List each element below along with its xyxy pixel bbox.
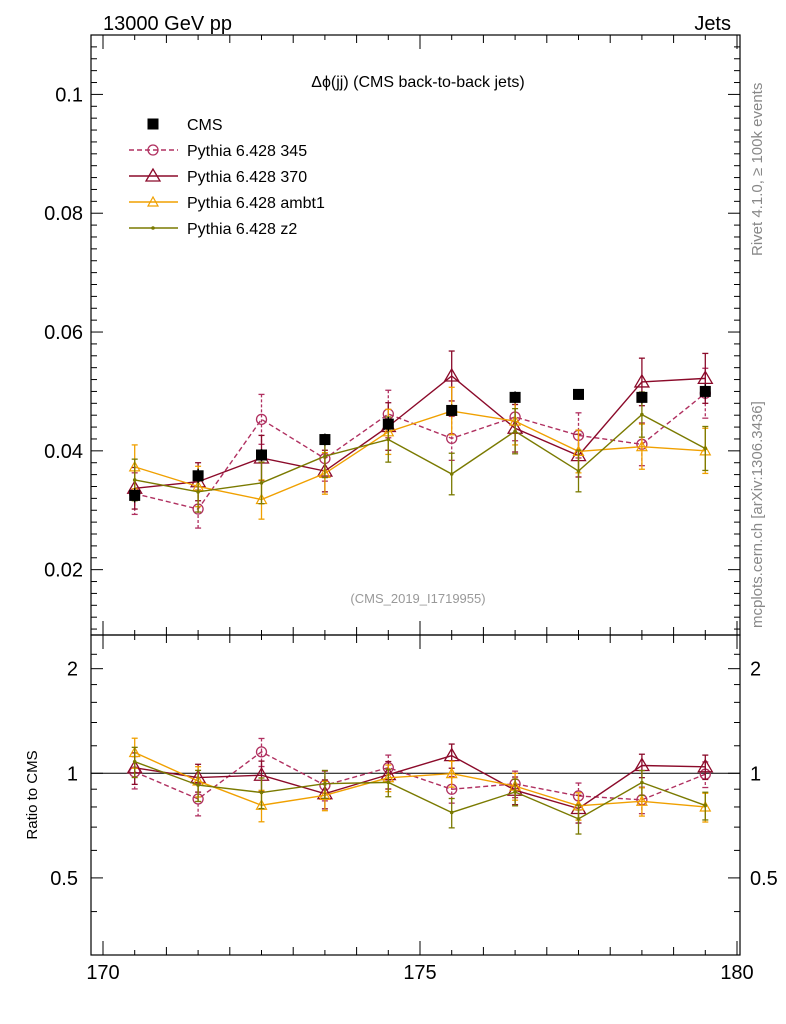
main-panel: 0.02 0.04 0.06 0.08 0.1 Δϕ(jj) (CMS back-to-… (44, 34, 741, 636)
cms-data-point (319, 434, 331, 446)
header-left: 13000 GeV pp (103, 13, 232, 35)
data-point (513, 429, 517, 434)
legend-marker (147, 118, 159, 130)
cms-data-point (636, 391, 648, 403)
y-tick-label: 0.02 (44, 560, 83, 582)
data-point (255, 413, 268, 426)
y-tick-label: 0.06 (44, 322, 83, 344)
data-point (449, 810, 454, 815)
y-tick-label: 0.1 (55, 84, 83, 106)
data-point (323, 781, 327, 786)
data-point (697, 370, 714, 385)
ratio-tick-label-left: 0.5 (50, 868, 78, 890)
legend: CMS Pythia 6.428 345 Pythia 6.428 370 Pythi… (129, 117, 325, 238)
legend-marker (151, 226, 155, 230)
data-point (196, 490, 200, 494)
data-point (259, 481, 264, 485)
series-line (134, 410, 706, 501)
ratio-tick-label-right: 0.5 (750, 868, 778, 890)
data-point (576, 469, 581, 473)
data-point (255, 746, 268, 758)
data-point (635, 795, 648, 806)
data-point (386, 437, 391, 442)
cms-data-point (573, 388, 584, 400)
cms-data-point (256, 449, 267, 461)
main-x-ticks (102, 35, 738, 635)
data-point (633, 373, 651, 388)
legend-label: Pythia 6.428 z2 (187, 221, 297, 238)
cms-data-point (509, 391, 521, 403)
ratio-frame (90, 634, 741, 956)
data-point (323, 454, 327, 458)
cms-data-point (129, 489, 141, 501)
x-tick-label: 175 (403, 962, 436, 984)
series-line (134, 751, 706, 808)
chart-title: Δϕ(jj) (CMS back-to-back jets) (311, 74, 524, 91)
cms-data-point (446, 404, 458, 416)
series-line (134, 754, 706, 810)
x-tick-label: 170 (86, 962, 119, 984)
legend-label: Pythia 6.428 345 (187, 143, 307, 160)
cms-data-point (192, 470, 204, 482)
data-point (386, 780, 391, 785)
data-point (635, 440, 648, 452)
analysis-label: (CMS_2019_I1719955) (350, 591, 485, 606)
data-point (449, 472, 454, 476)
legend-label: Pythia 6.428 370 (187, 169, 307, 186)
mcplots-label: mcplots.cern.ch [arXiv:1306.3436] (749, 401, 766, 628)
legend-label: Pythia 6.428 ambt1 (187, 195, 325, 212)
ratio-tick-label-left: 1 (67, 763, 78, 785)
data-point (697, 758, 714, 773)
data-point (259, 790, 264, 795)
legend-label: CMS (187, 117, 223, 134)
x-tick-labels: 170 175 180 (86, 962, 753, 984)
data-point (640, 412, 644, 417)
legend-marker (144, 167, 162, 182)
y-tick-label: 0.04 (44, 441, 83, 463)
rivet-label: Rivet 4.1.0, ≥ 100k events (749, 83, 766, 256)
main-series-layer (126, 350, 714, 529)
header-right: Jets (694, 13, 731, 35)
ratio-series-layer (126, 737, 714, 835)
data-point (132, 759, 137, 764)
legend-marker (146, 195, 160, 207)
series-line (134, 761, 706, 820)
ratio-tick-label-right: 2 (750, 659, 761, 681)
data-point (703, 803, 708, 808)
main-y-ticks: 0.02 0.04 0.06 0.08 0.1 (44, 46, 740, 630)
data-point (640, 780, 644, 785)
ratio-tick-label-right: 1 (750, 763, 761, 785)
ratio-panel: 0.5 1 2 0.5 1 2 Ratio to CMS (24, 634, 778, 956)
data-point (703, 446, 708, 451)
series-line (134, 413, 706, 493)
series-line (134, 392, 706, 510)
data-point (576, 817, 581, 821)
y-tick-label: 0.08 (44, 203, 83, 225)
series-line (134, 751, 706, 801)
data-point (196, 783, 200, 787)
ratio-tick-label-left: 2 (67, 659, 78, 681)
data-point (132, 478, 137, 482)
legend-marker (147, 144, 159, 156)
cms-data-point (699, 385, 711, 397)
data-point (318, 789, 331, 800)
ratio-ylabel: Ratio to CMS (24, 750, 41, 839)
ratio-x-ticks (102, 635, 738, 955)
data-point (445, 767, 458, 779)
x-tick-label: 180 (720, 962, 753, 984)
data-point (513, 790, 517, 794)
data-point (443, 367, 460, 382)
cms-data-point (382, 418, 394, 430)
series-line (134, 375, 706, 489)
